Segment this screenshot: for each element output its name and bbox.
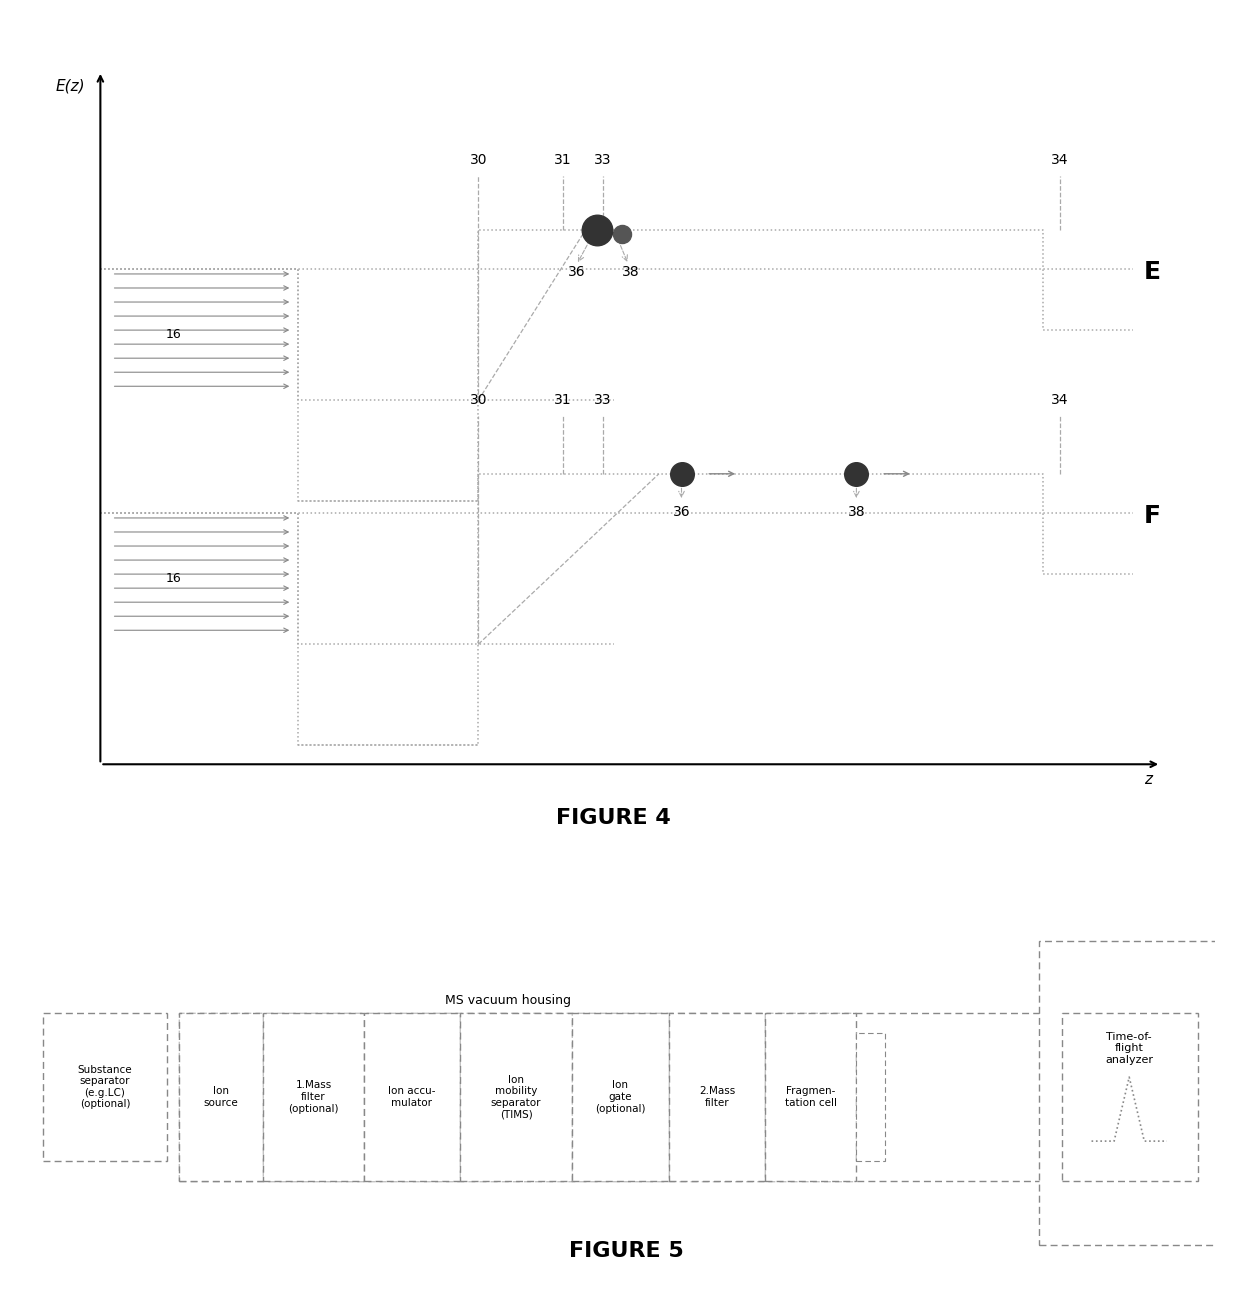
Bar — [179, 1013, 1091, 1181]
Text: 1.Mass
filter
(optional): 1.Mass filter (optional) — [288, 1081, 339, 1114]
Text: 16: 16 — [166, 572, 181, 585]
Text: Ion
source: Ion source — [203, 1086, 238, 1108]
Text: 31: 31 — [554, 152, 572, 167]
Text: 2.Mass
filter: 2.Mass filter — [699, 1086, 735, 1108]
Text: FIGURE 4: FIGURE 4 — [557, 808, 671, 829]
Bar — [856, 1033, 885, 1161]
Text: z: z — [1145, 772, 1152, 786]
Text: 16: 16 — [166, 328, 181, 341]
Text: Ion accu-
mulator: Ion accu- mulator — [388, 1086, 435, 1108]
Bar — [765, 1013, 856, 1181]
Bar — [43, 1013, 166, 1161]
Text: FIGURE 5: FIGURE 5 — [569, 1241, 683, 1261]
Text: Fragmen-
tation cell: Fragmen- tation cell — [785, 1086, 837, 1108]
Text: 30: 30 — [470, 152, 487, 167]
Bar — [1039, 941, 1221, 1245]
Text: Ion
gate
(optional): Ion gate (optional) — [595, 1081, 646, 1114]
Bar — [1063, 1013, 1198, 1181]
Text: MS vacuum housing: MS vacuum housing — [445, 994, 572, 1007]
Text: 34: 34 — [1050, 152, 1069, 167]
Text: 33: 33 — [594, 392, 611, 407]
Text: 36: 36 — [568, 265, 585, 279]
Text: 30: 30 — [470, 392, 487, 407]
Bar — [179, 1013, 263, 1181]
Text: 36: 36 — [672, 505, 691, 519]
Text: F: F — [1145, 505, 1161, 528]
Text: E: E — [1145, 261, 1161, 284]
Text: Ion
mobility
separator
(TIMS): Ion mobility separator (TIMS) — [491, 1074, 542, 1119]
Text: E(z): E(z) — [56, 79, 84, 93]
Bar — [668, 1013, 765, 1181]
Text: 38: 38 — [622, 265, 640, 279]
Bar — [363, 1013, 460, 1181]
Text: 34: 34 — [1050, 392, 1069, 407]
Bar — [460, 1013, 572, 1181]
Text: 33: 33 — [594, 152, 611, 167]
Text: Time-of-
flight
analyzer: Time-of- flight analyzer — [1105, 1032, 1153, 1065]
Text: 31: 31 — [554, 392, 572, 407]
Bar — [263, 1013, 363, 1181]
Text: 38: 38 — [848, 505, 866, 519]
Text: Substance
separator
(e.g.LC)
(optional): Substance separator (e.g.LC) (optional) — [78, 1065, 133, 1109]
Bar — [572, 1013, 668, 1181]
